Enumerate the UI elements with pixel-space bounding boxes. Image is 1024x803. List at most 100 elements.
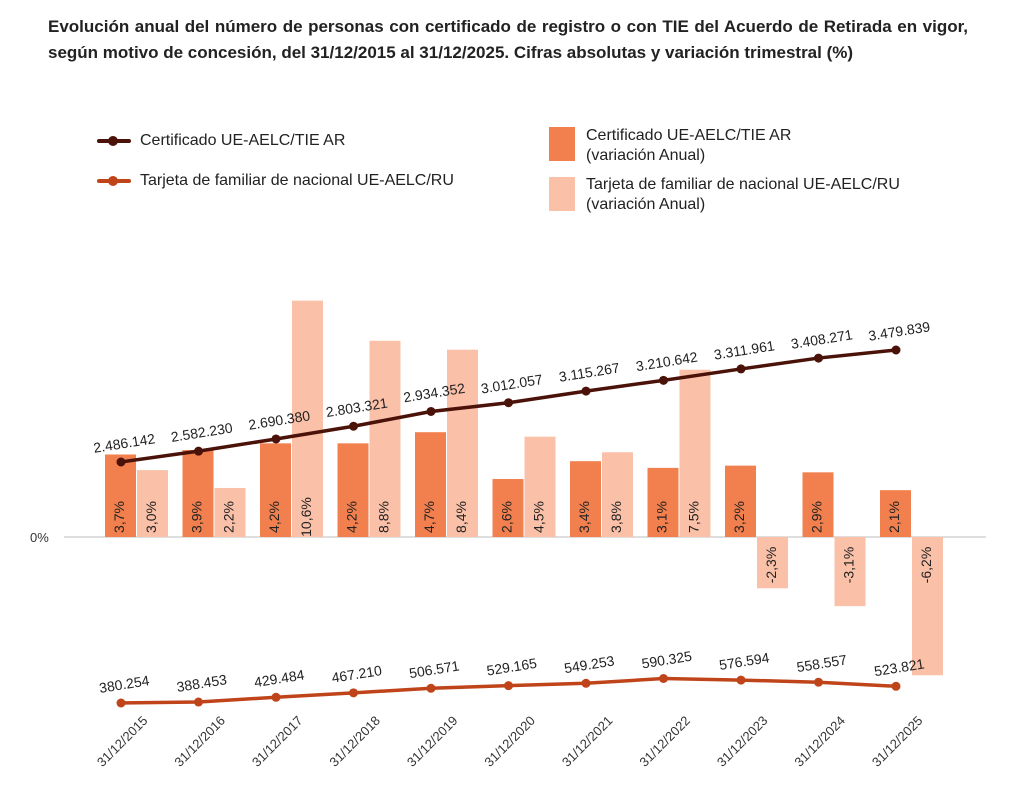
tarjeta-total-data-label: 529.165 [485, 655, 538, 679]
zero-axis-label: 0% [30, 530, 49, 545]
x-tick-label: 31/12/2025 [869, 713, 926, 770]
tarjeta-total-data-label: 523.821 [873, 655, 926, 679]
certificado-data-label: 4,2% [266, 501, 282, 533]
x-tick-label: 31/12/2019 [404, 713, 461, 770]
certificado-bar [492, 479, 524, 537]
tarjeta-total-point [116, 698, 126, 708]
certificado-total-point [116, 457, 126, 467]
tarjeta-data-label: 8,8% [376, 501, 392, 533]
tarjeta-total-point [194, 697, 203, 707]
certificado-bar [105, 454, 136, 537]
certificado-total-point [271, 434, 281, 444]
certificado-data-label: 4,2% [344, 501, 360, 533]
certificado-bar [182, 450, 214, 537]
tarjeta-bar [834, 537, 866, 607]
tarjeta-bar [137, 470, 168, 537]
tarjeta-total-point [891, 681, 901, 691]
certificado-data-label: 2,9% [809, 501, 825, 533]
certificado-total-data-label: 3.012.057 [480, 371, 544, 397]
certificado-data-label: 4,7% [421, 501, 437, 533]
certificado-data-label: 3,1% [654, 501, 670, 533]
tarjeta-total-point [426, 683, 436, 693]
x-tick-label: 31/12/2020 [481, 713, 538, 770]
certificado-total-point [581, 386, 591, 396]
certificado-total-data-label: 3.479.839 [867, 318, 931, 344]
x-tick-label: 31/12/2024 [791, 713, 848, 770]
tarjeta-bar [524, 436, 556, 537]
certificado-bar [570, 461, 601, 537]
certificado-total-data-label: 3.408.271 [790, 326, 854, 352]
legend-label-bar1-a: Certificado UE-AELC/TIE AR [586, 127, 792, 144]
legend-swatch-bar2 [549, 177, 575, 211]
x-tick-label: 31/12/2023 [714, 713, 771, 770]
tarjeta-total-data-label: 506.571 [408, 657, 461, 681]
certificado-total-point [891, 345, 901, 355]
x-tick-label: 31/12/2021 [559, 713, 616, 770]
tarjeta-data-label: 4,5% [531, 501, 547, 533]
certificado-bar [415, 432, 446, 537]
tarjeta-total-data-label: 388.453 [175, 671, 228, 695]
x-tick-label: 31/12/2015 [94, 713, 151, 770]
tarjeta-total-point [504, 681, 513, 691]
x-tick-label: 31/12/2018 [326, 713, 383, 770]
certificado-data-label: 3,7% [111, 501, 127, 533]
certificado-bar [647, 467, 679, 537]
tarjeta-total-point [659, 674, 668, 683]
certificado-data-label: 3,2% [731, 501, 747, 533]
certificado-data-label: 2,6% [499, 501, 515, 533]
certificado-bar [260, 443, 291, 537]
tarjeta-total-data-label: 467.210 [330, 662, 383, 686]
tarjeta-data-label: -6,2% [918, 547, 934, 584]
tarjeta-total-data-label: 558.557 [795, 651, 848, 675]
certificado-total-data-label: 2.486.142 [92, 430, 156, 456]
tarjeta-bar [292, 300, 323, 537]
certificado-data-label: 3,9% [189, 501, 205, 533]
tarjeta-data-label: -3,1% [841, 547, 857, 584]
certificado-bar [802, 472, 834, 537]
tarjeta-bar [447, 349, 478, 537]
tarjeta-total-data-label: 380.254 [98, 672, 151, 696]
certificado-total-point [736, 364, 746, 374]
x-tick-label: 31/12/2017 [249, 713, 306, 770]
tarjeta-data-label: 2,2% [221, 501, 237, 533]
x-tick-label: 31/12/2016 [171, 713, 228, 770]
legend-swatch-line1 [97, 136, 131, 146]
tarjeta-total-point [271, 692, 281, 702]
certificado-bar [880, 490, 911, 537]
tarjeta-total-data-label: 429.484 [253, 666, 306, 690]
tarjeta-total-point [349, 688, 358, 698]
legend-label-bar2-b: (variación Anual) [586, 196, 706, 213]
tarjeta-bar [757, 537, 788, 589]
tarjeta-bar [214, 487, 246, 537]
tarjeta-data-label: 7,5% [686, 501, 702, 533]
certificado-data-label: 3,4% [576, 501, 592, 533]
legend-label-line1: Certificado UE-AELC/TIE AR [140, 132, 346, 149]
x-tick-label: 31/12/2022 [636, 713, 693, 770]
certificado-total-data-label: 2.582.230 [170, 419, 234, 445]
legend-swatch-bar1 [549, 127, 575, 161]
legend-swatch-line2 [97, 176, 131, 186]
certificado-data-label: 2,1% [886, 501, 902, 533]
tarjeta-data-label: 3,0% [143, 501, 159, 533]
certificado-total-point [814, 353, 823, 363]
certificado-total-point [426, 406, 436, 416]
certificado-total-data-label: 3.115.267 [558, 359, 621, 384]
tarjeta-bar [912, 537, 943, 676]
tarjeta-bar [602, 452, 633, 537]
certificado-total-data-label: 3.311.961 [713, 337, 776, 362]
tarjeta-total-data-label: 549.253 [563, 652, 616, 676]
tarjeta-bar [679, 369, 711, 537]
chart-title: Evolución anual del número de personas c… [48, 17, 968, 62]
tarjeta-data-label: 8,4% [453, 501, 469, 533]
tarjeta-total-data-label: 590.325 [640, 648, 693, 672]
tarjeta-total-point [736, 675, 746, 685]
legend-label-bar1-b: (variación Anual) [586, 147, 706, 164]
certificado-total-point [504, 398, 513, 408]
legend-label-line2: Tarjeta de familiar de nacional UE-AELC/… [140, 172, 454, 189]
tarjeta-total-data-label: 576.594 [718, 649, 771, 673]
certificado-total-point [659, 375, 668, 385]
tarjeta-data-label: -2,3% [763, 547, 779, 584]
tarjeta-total-point [581, 678, 591, 688]
tarjeta-bar [369, 340, 401, 537]
tarjeta-data-label: 3,8% [608, 501, 624, 533]
